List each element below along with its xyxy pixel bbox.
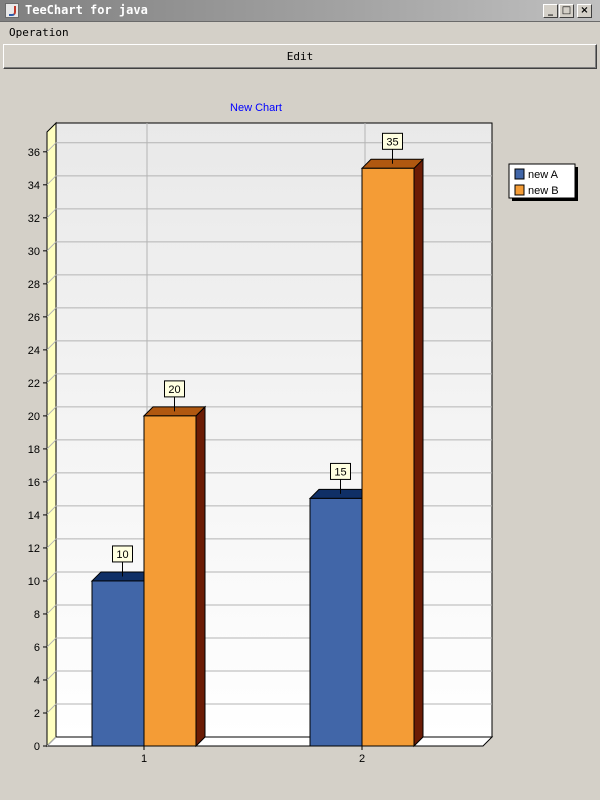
gridline-wall: [46, 307, 57, 318]
close-icon[interactable]: ×: [577, 4, 592, 18]
java-app-icon: [5, 3, 19, 18]
gridline-wall: [46, 439, 57, 450]
gridline-wall: [46, 175, 57, 186]
y-tick-label: 8: [34, 609, 40, 621]
gridline-wall: [46, 208, 57, 219]
y-tick-label: 14: [28, 510, 40, 522]
y-tick-label: 12: [28, 543, 40, 555]
legend: new A new B: [508, 163, 578, 201]
y-tick-label: 20: [28, 411, 40, 423]
window-title: TeeChart for java: [25, 3, 148, 17]
x-tick-label: 2: [359, 753, 365, 765]
legend-swatch: [514, 168, 525, 180]
gridline-wall: [46, 340, 57, 351]
legend-entry: new B: [528, 185, 559, 197]
y-tick-label: 0: [34, 741, 40, 753]
y-tick-label: 6: [34, 642, 40, 654]
gridline-wall: [46, 703, 57, 714]
y-tick-label: 26: [28, 312, 40, 324]
chart-title: New Chart: [230, 102, 282, 114]
gridline-wall: [46, 472, 57, 483]
legend-swatch: [514, 184, 525, 196]
data-label: 15: [334, 466, 346, 478]
x-tick-label: 1: [141, 753, 147, 765]
menu-operation[interactable]: Operation: [9, 26, 69, 39]
data-label-box: [164, 380, 185, 398]
maximize-icon[interactable]: □: [559, 4, 574, 18]
legend-entry: new A: [528, 169, 559, 181]
bar: [309, 497, 363, 747]
y-tick-label: 28: [28, 279, 40, 291]
y-tick-label: 2: [34, 708, 40, 720]
y-tick-label: 24: [28, 345, 40, 357]
gridline-wall: [46, 670, 57, 681]
y-tick-label: 10: [28, 576, 40, 588]
gridline-wall: [46, 637, 57, 648]
minimize-icon[interactable]: _: [543, 4, 558, 18]
gridline-wall: [46, 142, 57, 153]
bar: [361, 167, 415, 747]
data-labels: 10 15 20 35: [112, 132, 403, 577]
y-tick-label: 34: [28, 180, 40, 192]
data-label-box: [330, 462, 351, 480]
y-tick-label: 32: [28, 213, 40, 225]
data-label: 10: [116, 549, 128, 561]
y-tick-label: 16: [28, 477, 40, 489]
gridline-wall: [46, 241, 57, 252]
data-label: 35: [386, 136, 398, 148]
gridline-wall: [46, 604, 57, 615]
y-tick-label: 22: [28, 378, 40, 390]
gridline-wall: [46, 736, 57, 747]
gridline-wall: [46, 373, 57, 384]
bar-side: [413, 158, 424, 748]
y-tick-label: 18: [28, 444, 40, 456]
gridline-wall: [46, 406, 57, 417]
gridline-wall: [46, 571, 57, 582]
data-label-box: [112, 545, 133, 563]
bar-side: [195, 405, 206, 748]
chart-bars: [90, 158, 425, 748]
gridline-wall: [46, 274, 57, 285]
bar: [143, 415, 197, 747]
gridline-wall: [46, 505, 57, 516]
y-tick-label: 30: [28, 246, 40, 258]
y-tick-label: 4: [34, 675, 40, 687]
gridline-wall: [46, 538, 57, 549]
data-label: 20: [168, 384, 180, 396]
window-titlebar: TeeChart for java _ □ ×: [0, 0, 600, 22]
y-tick-label: 36: [28, 147, 40, 159]
menubar: Operation: [0, 23, 600, 42]
data-label-box: [382, 132, 403, 150]
edit-button[interactable]: Edit: [3, 44, 597, 69]
bar: [91, 580, 145, 747]
